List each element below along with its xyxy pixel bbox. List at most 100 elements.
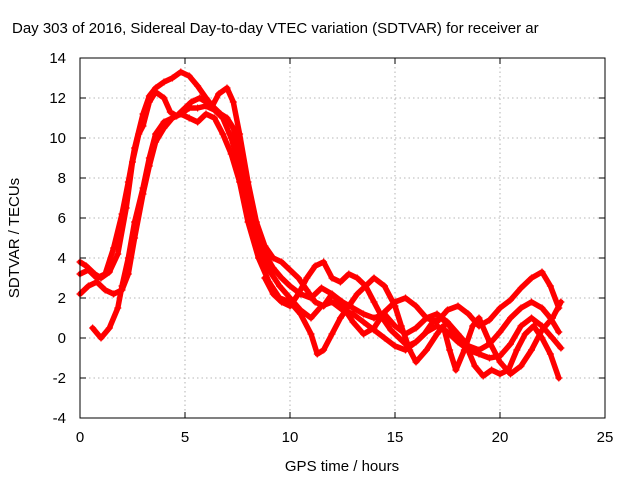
data-point — [131, 144, 139, 152]
data-point — [336, 278, 344, 286]
data-point — [93, 278, 101, 286]
plot-frame — [79, 57, 606, 419]
data-point — [269, 254, 277, 262]
data-point — [404, 342, 412, 350]
x-tick-label: 0 — [76, 429, 84, 446]
data-point — [286, 302, 294, 310]
data-point — [168, 74, 176, 82]
data-point — [471, 362, 479, 370]
x-tick-label: 10 — [282, 429, 299, 446]
data-point — [349, 310, 357, 318]
data-point — [496, 304, 504, 312]
data-point — [118, 210, 126, 218]
data-point — [517, 304, 525, 312]
data-point — [530, 322, 538, 330]
data-point — [124, 178, 132, 186]
data-point — [446, 322, 454, 330]
data-point — [353, 274, 361, 282]
data-point — [276, 282, 283, 290]
y-tick-label: 12 — [49, 90, 66, 107]
data-point — [538, 304, 546, 312]
data-point — [345, 302, 353, 310]
data-point — [395, 334, 403, 342]
data-point — [345, 270, 353, 278]
data-point — [311, 262, 319, 270]
x-tick-label: 25 — [597, 429, 614, 446]
data-point — [89, 324, 97, 332]
data-point — [507, 314, 514, 322]
data-point — [423, 346, 430, 354]
data-point — [84, 282, 92, 290]
data-point — [303, 286, 311, 294]
data-point — [446, 346, 454, 354]
data-point — [402, 294, 409, 302]
data-point — [486, 354, 493, 362]
data-point — [160, 78, 168, 86]
y-tick-label: -2 — [53, 370, 66, 387]
data-point — [118, 286, 126, 294]
data-point — [513, 346, 521, 354]
data-point — [433, 330, 441, 338]
grid — [80, 58, 605, 418]
data-point — [307, 314, 315, 322]
data-point — [244, 218, 252, 226]
series-markers-5 — [261, 258, 563, 382]
series-layer — [76, 68, 565, 382]
data-point — [261, 242, 269, 250]
data-point — [307, 330, 315, 338]
data-point — [504, 366, 512, 374]
data-point — [528, 274, 535, 282]
y-tick-label: -4 — [53, 410, 66, 427]
x-tick-label: 20 — [492, 429, 509, 446]
data-point — [546, 282, 554, 290]
data-point — [362, 282, 370, 290]
data-point — [219, 114, 227, 122]
data-point — [105, 324, 113, 332]
data-point — [387, 326, 395, 334]
data-point — [160, 94, 168, 102]
series-line-5 — [262, 259, 562, 381]
data-point — [152, 84, 160, 92]
data-point — [252, 218, 260, 226]
data-point — [101, 286, 109, 294]
data-point — [349, 318, 357, 326]
data-point — [286, 266, 294, 274]
data-point — [328, 298, 336, 306]
series-line-2 — [77, 69, 562, 337]
data-point — [412, 358, 420, 366]
y-tick-label: 2 — [58, 290, 66, 307]
data-point — [261, 274, 269, 282]
data-point — [486, 338, 493, 346]
data-point — [131, 234, 139, 242]
data-point — [328, 290, 336, 298]
data-point — [286, 282, 294, 290]
y-axis-label: SDTVAR / TECUs — [6, 178, 23, 298]
data-point — [196, 94, 204, 102]
data-point — [528, 346, 535, 354]
data-point — [166, 108, 174, 116]
data-point — [538, 268, 546, 276]
data-point — [223, 84, 231, 92]
data-point — [229, 98, 237, 106]
data-point — [469, 322, 477, 330]
data-point — [496, 358, 504, 366]
data-point — [475, 350, 483, 358]
data-point — [353, 290, 361, 298]
series-markers-3 — [89, 102, 565, 362]
data-point — [391, 322, 399, 330]
data-point — [244, 178, 252, 186]
series-markers-1 — [76, 88, 563, 354]
data-point — [236, 178, 244, 186]
data-point — [507, 296, 514, 304]
y-tick-label: 10 — [49, 130, 66, 147]
axes: 0 5 10 15 20 25 -4 -2 0 2 4 6 8 10 12 14 — [49, 50, 613, 446]
data-point — [139, 190, 147, 198]
data-point — [423, 314, 430, 322]
data-point — [412, 324, 420, 332]
data-point — [84, 266, 92, 274]
data-point — [97, 334, 105, 342]
data-point — [114, 304, 122, 312]
data-point — [294, 274, 302, 282]
data-point — [110, 290, 118, 298]
data-point — [433, 310, 441, 318]
